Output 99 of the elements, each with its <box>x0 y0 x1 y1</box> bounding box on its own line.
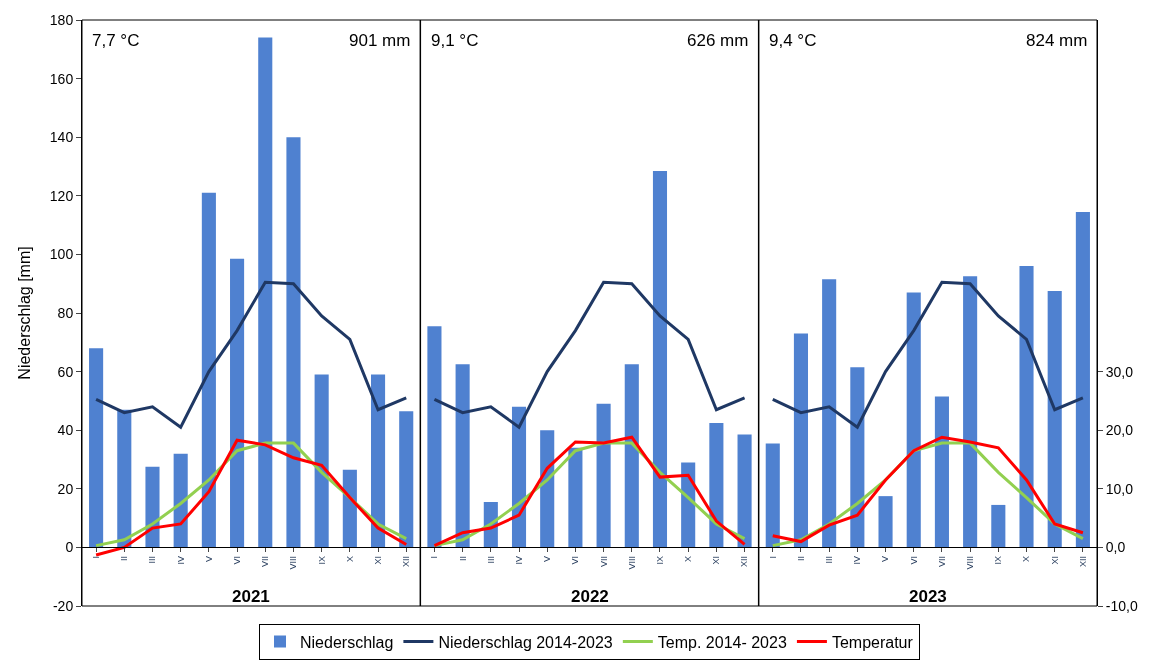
y2-tick-label: 10,0 <box>1105 480 1134 497</box>
x-tick-label: VIII <box>626 556 637 570</box>
y2-tick-label: -10,0 <box>1105 597 1138 614</box>
bar <box>568 447 583 548</box>
x-tick-label: II <box>457 556 468 562</box>
y-tick-label: 140 <box>49 129 74 146</box>
x-tick-label: VI <box>232 556 242 565</box>
annotation: 9,1 °C <box>431 31 479 50</box>
x-tick-label: V <box>203 556 214 563</box>
bar <box>145 466 160 548</box>
bar <box>201 192 216 548</box>
x-tick-label: V <box>542 556 553 563</box>
bar <box>540 430 555 548</box>
bar <box>286 137 301 548</box>
x-tick-label: I <box>767 556 778 559</box>
x-tick-label: III <box>485 556 496 564</box>
bar <box>906 292 921 548</box>
bar <box>258 37 273 548</box>
bar <box>878 496 893 548</box>
bar <box>822 279 837 548</box>
x-tick-label: XI <box>1049 556 1060 565</box>
annotation: 9,4 °C <box>769 31 817 50</box>
bar <box>1075 211 1090 548</box>
bar <box>737 434 752 548</box>
x-tick-label: XII <box>1077 556 1088 568</box>
y-tick-label: 160 <box>49 70 74 87</box>
x-tick-label: IX <box>654 556 665 565</box>
x-tick-label: VII <box>260 556 271 568</box>
x-tick-label: IX <box>993 556 1004 565</box>
x-tick-label: II <box>119 556 130 562</box>
x-tick-label: XII <box>401 556 412 568</box>
bar <box>370 374 386 548</box>
bar <box>230 258 245 548</box>
y-tick-label: 80 <box>57 304 74 321</box>
bar <box>1019 266 1034 548</box>
legend-label: Niederschlag <box>300 633 394 651</box>
x-tick-label: VII <box>936 556 947 568</box>
bar <box>596 403 611 548</box>
bar <box>652 170 668 548</box>
bar <box>793 333 809 548</box>
x-tick-label: X <box>344 556 355 563</box>
bar <box>624 364 639 548</box>
x-tick-label: IV <box>513 556 524 565</box>
bar <box>399 411 414 548</box>
annotation: 2022 <box>571 587 609 606</box>
x-tick-label: VI <box>908 556 919 565</box>
x-tick-label: IV <box>175 556 186 565</box>
y-tick-label: 40 <box>57 422 74 439</box>
x-tick-label: V <box>880 556 891 563</box>
bar <box>173 453 188 548</box>
x-tick-label: III <box>824 556 835 564</box>
y-tick-label: 100 <box>49 246 74 263</box>
bar <box>963 276 978 548</box>
bar <box>342 469 357 548</box>
y-tick-label: 20 <box>57 480 74 497</box>
annotation: 2021 <box>232 587 270 606</box>
y2-tick-label: 30,0 <box>1105 363 1134 380</box>
x-tick-label: VII <box>598 556 609 568</box>
x-tick-label: X <box>683 556 694 563</box>
bar <box>455 364 470 548</box>
bar <box>427 326 442 548</box>
y-tick-label: 180 <box>49 11 74 28</box>
x-tick-label: IV <box>852 556 863 565</box>
bar <box>850 367 865 548</box>
x-tick-label: X <box>1021 556 1032 563</box>
x-tick-label: IX <box>316 556 327 565</box>
x-tick-label: I <box>429 556 440 559</box>
x-tick-label: XII <box>739 556 750 568</box>
x-tick-label: XI <box>711 556 722 565</box>
annotation: 824 mm <box>1026 31 1088 50</box>
bar <box>314 374 329 548</box>
x-tick-label: VI <box>570 556 581 565</box>
bar <box>709 422 724 548</box>
bar <box>1047 291 1062 548</box>
y-tick-label: 120 <box>49 187 74 204</box>
bar <box>89 348 104 548</box>
legend-label: Temperatur <box>831 633 914 651</box>
x-tick-label: VIII <box>288 556 299 570</box>
y-tick-label: -20 <box>52 597 74 614</box>
x-tick-label: I <box>91 556 102 559</box>
x-tick-label: III <box>147 556 158 564</box>
bar <box>765 443 780 548</box>
annotation: 2023 <box>909 587 947 606</box>
y2-tick-label: 0,0 <box>1105 539 1126 556</box>
x-tick-label: II <box>795 556 806 562</box>
y-tick-label: 60 <box>57 363 74 380</box>
annotation: 7,7 °C <box>92 31 140 50</box>
annotation: 626 mm <box>687 31 749 50</box>
x-tick-label: XI <box>372 556 383 565</box>
legend-label: Niederschlag 2014-2023 <box>438 633 613 651</box>
y2-tick-label: 20,0 <box>1105 422 1134 439</box>
bar <box>117 409 132 548</box>
y-axis-title: Niederschlag [mm] <box>15 246 33 380</box>
x-tick-label: VIII <box>965 556 976 570</box>
y-tick-label: 0 <box>65 539 74 556</box>
annotation: 901 mm <box>349 31 411 50</box>
bar <box>991 504 1006 548</box>
legend-label: Temp. 2014- 2023 <box>657 633 787 651</box>
bar <box>934 396 949 548</box>
